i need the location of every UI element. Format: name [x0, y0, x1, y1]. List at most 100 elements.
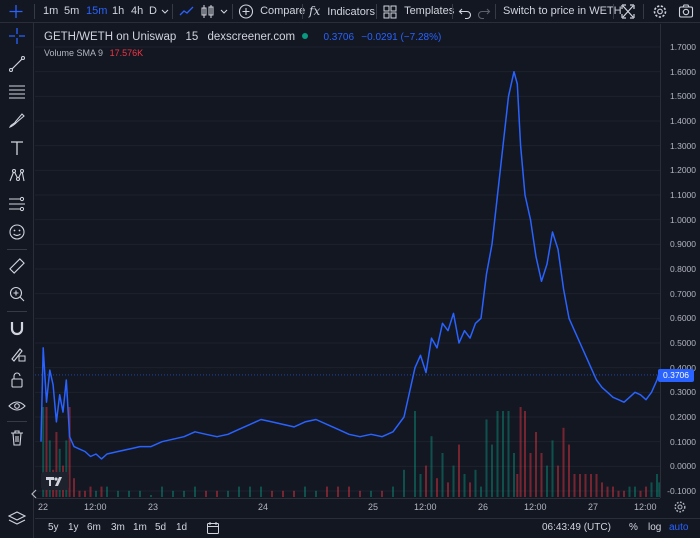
interval-4h[interactable]: 4h	[131, 5, 144, 17]
log-scale-toggle[interactable]: log	[648, 522, 662, 533]
compare-plus-icon	[238, 4, 254, 19]
volume-bar	[348, 486, 350, 497]
undo-icon[interactable]	[458, 0, 472, 23]
interval-1m[interactable]: 1m	[43, 5, 59, 17]
volume-bar	[519, 407, 522, 497]
range-1y[interactable]: 1y	[68, 522, 79, 533]
compare-label: Compare	[260, 5, 306, 18]
volume-bar	[161, 486, 163, 497]
volume-bar	[458, 444, 460, 497]
volume-bar	[535, 432, 537, 497]
volume-bar	[139, 490, 141, 497]
time-tick-label: 12:00	[84, 502, 107, 512]
range-3m[interactable]: 3m	[111, 522, 125, 533]
compare-button[interactable]: Compare	[238, 0, 305, 23]
volume-bar	[568, 444, 570, 497]
symbol-legend: GETH/WETH on Uniswap 15 dexscreener.com …	[44, 30, 441, 44]
lock-icon[interactable]	[8, 371, 26, 389]
volume-bar	[414, 411, 416, 497]
crosshair-cursor-icon[interactable]	[8, 27, 26, 45]
interval-5m[interactable]: 5m	[64, 5, 80, 17]
volume-bar	[590, 474, 592, 497]
candles-chart-type-icon[interactable]	[200, 0, 216, 23]
fib-retracement-icon[interactable]	[8, 83, 26, 101]
volume-bar	[337, 486, 339, 497]
collapse-panel-icon[interactable]	[29, 488, 39, 500]
text-tool-icon[interactable]	[8, 139, 26, 157]
time-tick-label: 12:00	[634, 502, 657, 512]
volume-bar	[584, 474, 587, 497]
line-chart-type-icon[interactable]	[179, 0, 195, 23]
redo-icon[interactable]	[477, 0, 491, 23]
interval-d[interactable]: D	[149, 5, 157, 17]
ruler-measure-icon[interactable]	[8, 257, 26, 275]
range-6m[interactable]: 6m	[87, 522, 101, 533]
price-tick-label: 1.3000	[670, 140, 696, 151]
price-axis[interactable]: 1.7000 1.6000 1.5000 1.4000 1.3000 1.2000 1.10…	[660, 24, 700, 498]
price-chart[interactable]	[35, 24, 660, 498]
prediction-tool-icon[interactable]	[8, 195, 26, 213]
trend-line-icon[interactable]	[8, 55, 26, 73]
price-tick-label: 0.6000	[670, 313, 696, 324]
last-price-label: 0.3706	[658, 369, 694, 382]
volume-bar	[436, 478, 438, 497]
calendar-go-to-date-icon[interactable]	[206, 521, 220, 538]
switch-price-button[interactable]: Switch to price in WETH	[503, 5, 622, 17]
auto-scale-toggle[interactable]: auto	[669, 522, 689, 533]
volume-bar	[55, 432, 58, 497]
eye-visibility-icon[interactable]	[8, 397, 26, 415]
price-tick-label: 1.6000	[670, 66, 696, 77]
price-tick-label: 0.8000	[670, 264, 696, 274]
range-5y[interactable]: 5y	[48, 522, 59, 533]
toolbar-divider	[376, 4, 377, 19]
volume-bar	[645, 486, 647, 497]
volume-indicator-name[interactable]: Volume SMA 9	[44, 48, 104, 58]
tradingview-logo[interactable]	[41, 472, 69, 490]
zoom-in-icon[interactable]	[8, 285, 26, 303]
toolbar-divider	[495, 4, 496, 19]
volume-bar	[573, 474, 576, 497]
symbol-name[interactable]: GETH/WETH on Uniswap	[44, 31, 177, 43]
symbol-interval: 15	[185, 31, 199, 43]
source-name: dexscreener.com	[207, 31, 296, 43]
bottom-toolbar: 5y 1y 6m 3m 1m 5d 1d 06:43:49 (UTC) % lo…	[35, 518, 700, 538]
toolbar-divider	[34, 4, 35, 19]
camera-icon[interactable]	[678, 0, 694, 23]
range-1d[interactable]: 1d	[176, 522, 188, 533]
lock-pencil-icon[interactable]	[8, 345, 26, 363]
range-5d[interactable]: 5d	[155, 522, 167, 533]
pattern-tool-icon[interactable]	[8, 167, 26, 185]
indicators-button[interactable]: fx Indicators	[309, 0, 375, 23]
magnet-icon[interactable]	[8, 319, 26, 337]
interval-1h[interactable]: 1h	[112, 5, 125, 17]
templates-grid-icon	[383, 5, 397, 19]
volume-bar	[639, 490, 642, 497]
volume-bar	[601, 482, 603, 497]
crosshair-icon[interactable]	[8, 0, 24, 23]
price-tick-label: 0.3000	[670, 387, 696, 398]
interval-15m[interactable]: 15m	[86, 5, 108, 17]
clock-time[interactable]: 06:43:49 (UTC)	[542, 522, 611, 533]
volume-bar	[150, 495, 152, 497]
chart-type-chevron-down-icon[interactable]	[220, 0, 228, 23]
volume-bar	[78, 490, 81, 497]
volume-bar	[557, 465, 559, 497]
interval-chevron-down-icon[interactable]	[161, 0, 169, 23]
templates-button[interactable]: Templates	[383, 0, 454, 23]
time-axis[interactable]: 22 12:00 23 24 25 12:00 26 12:00 27 12:00	[35, 498, 660, 515]
percent-scale-toggle[interactable]: %	[629, 522, 638, 533]
trash-icon[interactable]	[8, 429, 26, 447]
range-1m[interactable]: 1m	[133, 522, 147, 533]
volume-bar	[524, 411, 526, 497]
volume-bar	[172, 490, 174, 497]
volume-bar	[562, 427, 565, 497]
settings-gear-icon[interactable]	[652, 0, 668, 23]
time-tick-label: 23	[148, 502, 159, 512]
fullscreen-icon[interactable]	[621, 0, 635, 23]
layers-icon[interactable]	[7, 510, 27, 528]
brush-icon[interactable]	[8, 111, 26, 129]
volume-bar	[183, 490, 185, 497]
axis-settings-gear-icon[interactable]	[673, 500, 687, 517]
emoji-smile-icon[interactable]	[8, 223, 26, 241]
volume-bar	[628, 486, 631, 497]
